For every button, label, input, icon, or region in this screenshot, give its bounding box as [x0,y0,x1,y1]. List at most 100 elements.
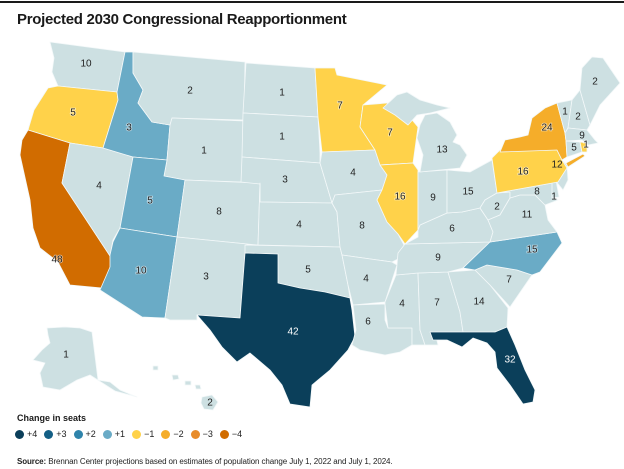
legend-swatch-dot [102,429,112,439]
state-shape-ak [32,326,138,398]
state-label-wv: 2 [494,202,500,213]
legend-label: +4 [27,429,38,439]
legend-swatch-dot [132,429,142,439]
state-label-nj: 12 [551,160,563,171]
state-label-hi: 2 [207,398,213,409]
state-label-mn: 7 [337,101,343,112]
state-fl [429,326,536,405]
state-shape-me [579,56,621,126]
legend-item: +1 [102,429,126,439]
state-mi [382,91,468,173]
state-label-ok: 5 [305,265,311,276]
state-label-nh: 2 [575,112,581,123]
legend-swatch-dot [190,429,200,439]
state-label-me: 2 [592,77,598,88]
state-label-az: 10 [135,266,147,277]
state-label-ky: 6 [449,224,455,235]
legend-label: +2 [85,429,96,439]
state-label-de: 1 [551,192,557,203]
map-title: Projected 2030 Congressional Reapportion… [17,11,347,28]
legend-swatch-dot [15,429,24,439]
state-label-vt: 1 [562,107,568,118]
legend-swatch-dot [161,429,171,439]
states-layer [19,41,621,411]
state-label-tn: 9 [435,253,441,264]
state-label-pa: 16 [517,167,529,178]
state-label-ks: 4 [296,220,302,231]
state-label-sc: 7 [506,275,512,286]
state-shape-la [351,303,413,356]
source-label: Source: [17,457,47,466]
state-shape-hi [152,365,159,371]
state-in [417,169,448,231]
legend-item: +4 [15,429,37,439]
state-label-ak: 1 [63,350,69,361]
state-label-ut: 5 [147,196,153,207]
legend-label: −3 [202,429,213,439]
state-label-oh: 15 [462,187,474,198]
state-shape-nh [567,89,591,131]
state-label-wy: 1 [201,146,207,157]
state-label-mt: 2 [187,86,193,97]
legend: +4 +3 +2 +1 −1 −2 −3 −4 [15,429,249,439]
state-label-or: 5 [70,108,76,119]
source-note: Source: Brennan Center projections based… [17,457,393,466]
state-label-nc: 15 [526,245,538,256]
state-shape-il [376,162,419,245]
state-label-tx: 42 [287,327,299,338]
state-label-ca: 48 [51,255,63,266]
state-label-mi: 13 [436,145,448,156]
legend-label: −4 [231,429,243,439]
state-label-sd: 1 [279,132,285,143]
legend-label: +3 [56,429,67,439]
state-label-ma: 9 [579,131,585,142]
state-shape-hi [194,384,202,390]
state-label-wi: 7 [387,128,393,139]
legend-item: −4 [219,429,243,439]
legend-swatch-dot [44,429,54,439]
state-label-ar: 4 [363,274,369,285]
state-label-la: 6 [365,317,371,328]
state-label-ms: 4 [399,299,405,310]
state-label-nv: 4 [96,181,102,192]
state-shape-in [417,169,448,231]
state-shape-ma [564,127,599,146]
state-label-mo: 8 [359,221,365,232]
state-label-al: 7 [434,298,440,309]
state-shape-az [99,227,178,319]
state-ri [579,141,588,153]
state-nh [567,89,591,131]
state-label-va: 11 [522,210,533,221]
legend-item: +2 [73,429,96,439]
legend-item: −1 [132,429,154,439]
state-az [99,227,178,319]
state-la [351,303,413,356]
state-shape-mi [416,112,468,173]
source-text: Brennan Center projections based on esti… [46,457,393,466]
state-label-ri: 1 [583,140,589,151]
state-ma [564,127,599,146]
legend-label: −1 [144,429,155,439]
state-il [376,162,419,245]
state-label-nm: 3 [203,272,209,283]
state-shape-hi [171,374,180,381]
state-shape-hi [200,394,219,411]
state-shape-mi [382,91,451,126]
legend-item: −2 [161,429,184,439]
legend-swatch-dot [73,429,83,439]
state-shape-ri [579,141,588,153]
legend-label: +1 [114,429,126,439]
state-shape-hi [184,380,192,386]
state-label-md: 8 [534,187,540,198]
state-label-il: 16 [394,192,406,203]
legend-title: Change in seats [17,413,87,423]
legend-swatch-dot [219,429,229,439]
state-shape-ny [565,153,586,168]
state-ak [32,326,138,398]
state-label-ny: 24 [541,123,553,134]
state-label-fl: 32 [504,355,516,366]
state-label-ct: 5 [571,143,577,154]
state-label-ne: 3 [282,175,288,186]
